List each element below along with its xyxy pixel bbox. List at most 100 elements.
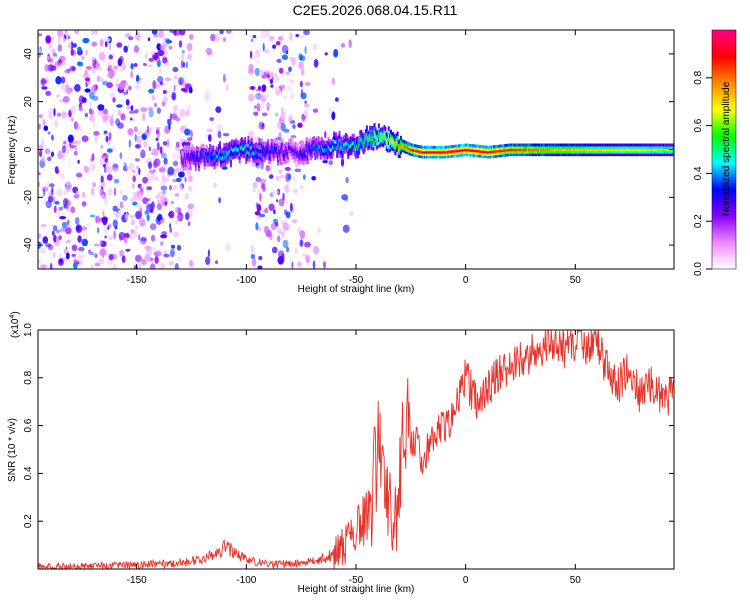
spectrogram-cell: [471, 148, 474, 152]
spectrogram-cell: [642, 143, 645, 147]
spectrogram-cell: [634, 145, 637, 149]
spectrogram-cell: [471, 153, 474, 157]
spectrogram-cell: [587, 153, 590, 157]
spectrogram-cell: [248, 154, 251, 159]
spectrogram-cell: [487, 155, 490, 159]
spectrogram-cell: [564, 148, 567, 152]
spectrogram-cell: [108, 54, 114, 60]
spectrogram-cell: [324, 147, 327, 153]
spectrogram-cell: [115, 79, 119, 83]
spectrogram-cell: [92, 182, 97, 188]
spectrogram-cell: [77, 235, 82, 243]
spectrogram-cell: [325, 143, 328, 148]
spectrogram-cell: [391, 143, 394, 148]
spectrogram-cell: [228, 145, 231, 150]
spectrogram-cell: [517, 143, 520, 147]
spectrogram-cell: [206, 151, 209, 156]
spectrogram-cell: [289, 56, 294, 62]
spectrogram-cell: [291, 144, 294, 149]
snr-y-tick-label: 0.2: [23, 514, 34, 528]
spectrogram-cell: [507, 153, 510, 157]
spectrogram-cell: [73, 121, 78, 130]
spectrogram-cell: [482, 152, 485, 156]
spectrogram-cell: [251, 151, 254, 156]
spectrogram-cell: [544, 150, 547, 154]
spectrogram-cell: [331, 111, 336, 120]
spectrogram-cell: [346, 145, 349, 150]
spectrogram-cell: [585, 150, 588, 154]
spectrogram-cell: [541, 143, 544, 147]
spectrogram-cell: [143, 140, 148, 148]
spectrogram-cell: [214, 157, 217, 162]
spectrogram-cell: [61, 111, 67, 119]
spectrogram-cell: [324, 140, 327, 145]
spectrogram-cell: [285, 50, 289, 55]
spectrogram-cell: [483, 145, 486, 149]
spectrogram-cell: [428, 155, 431, 159]
spectrogram-cell: [636, 145, 639, 149]
spectrogram-cell: [288, 142, 290, 147]
spectrogram-cell: [508, 143, 511, 147]
spectrogram-cell: [607, 148, 610, 152]
spectrogram-cell: [429, 153, 432, 157]
spectrogram-cell: [260, 142, 263, 147]
snr-x-ticks: -150 -100 -50 0 50: [127, 330, 581, 586]
spectrogram-cell: [581, 153, 584, 157]
spectrogram-cell: [572, 148, 574, 152]
spectrogram-cell: [250, 38, 254, 43]
spectrogram-x-tick-label: -150: [127, 275, 147, 286]
spectrogram-cell: [306, 149, 309, 154]
spectrogram-cell: [240, 137, 243, 142]
spectrogram-cell: [607, 143, 610, 147]
spectrogram-cell: [437, 150, 440, 154]
spectrogram-cell: [348, 148, 351, 153]
spectrogram-cell: [174, 193, 180, 197]
spectrogram-cell: [172, 160, 179, 167]
spectrogram-cell: [542, 153, 545, 157]
spectrogram-cell: [220, 159, 222, 164]
spectrogram-cell: [428, 153, 431, 157]
spectrogram-cell: [647, 148, 650, 152]
spectrogram-cell: [254, 159, 256, 164]
spectrogram-cell: [459, 146, 462, 150]
spectrogram-cell: [170, 200, 175, 205]
spectrogram-cell: [566, 143, 569, 147]
spectrogram-cell: [206, 162, 209, 167]
spectrogram-cell: [600, 143, 603, 147]
spectrogram-cell: [411, 143, 414, 147]
spectrogram-cell: [642, 153, 645, 157]
spectrogram-cell: [526, 145, 528, 149]
spectrogram-cell: [438, 148, 441, 152]
spectrogram-cell: [554, 150, 557, 154]
spectrogram-cell: [510, 148, 513, 152]
spectrogram-cell: [271, 142, 274, 148]
spectrogram-cell: [476, 151, 479, 155]
spectrogram-cell: [106, 259, 113, 267]
spectrogram-cell: [234, 153, 237, 159]
spectrogram-cell: [350, 136, 353, 141]
spectrogram-cell: [158, 167, 166, 173]
spectrogram-cell: [265, 103, 272, 107]
spectrogram-cell: [545, 153, 548, 157]
spectrogram-cell: [129, 234, 133, 240]
spectrogram-cell: [619, 148, 622, 152]
spectrogram-cell: [481, 154, 483, 158]
spectrogram-cell: [324, 52, 328, 56]
spectrogram-cell: [493, 147, 496, 151]
spectrogram-cell: [556, 148, 559, 152]
spectrogram-cell: [52, 195, 56, 203]
spectrogram-cell: [656, 150, 659, 154]
spectrogram-cell: [189, 163, 192, 168]
spectrogram-cell: [255, 149, 258, 154]
spectrogram-cell: [183, 152, 186, 157]
spectrogram-cell: [351, 148, 354, 153]
spectrogram-cell: [222, 133, 230, 137]
spectrogram-cell: [648, 143, 651, 147]
spectrogram-cell: [588, 148, 591, 152]
spectrogram-cell: [328, 153, 331, 158]
spectrogram-cell: [263, 208, 267, 214]
spectrogram-cell: [574, 150, 577, 154]
spectrogram-cell: [460, 151, 463, 155]
spectrogram-cell: [135, 158, 140, 162]
spectrogram-cell: [38, 48, 41, 54]
